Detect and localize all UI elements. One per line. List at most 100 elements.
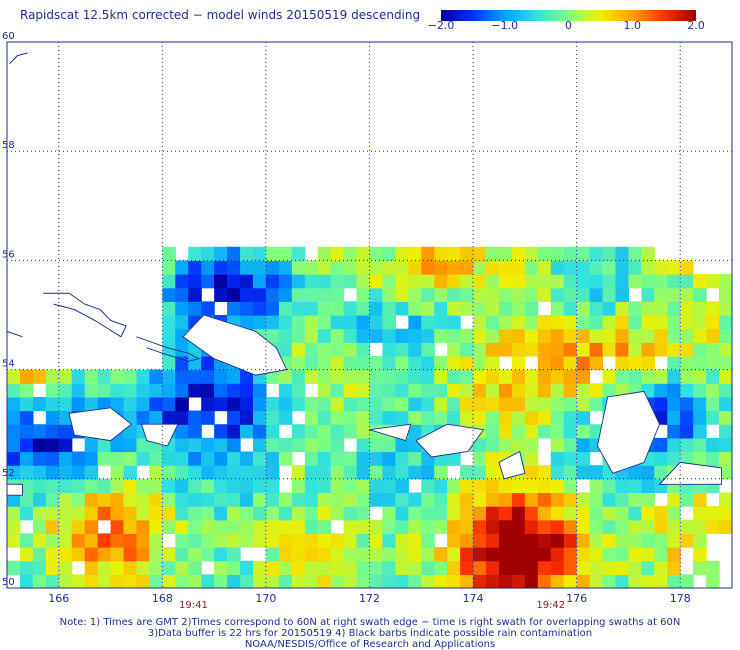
wind-cell xyxy=(278,301,293,316)
wind-cell xyxy=(680,274,694,289)
wind-cell xyxy=(563,369,578,384)
wind-cell xyxy=(201,355,215,371)
wind-cell xyxy=(589,274,604,289)
wind-cell xyxy=(680,287,694,302)
wind-cell xyxy=(550,328,565,343)
wind-cell xyxy=(343,246,358,261)
wind-cell xyxy=(97,547,112,562)
wind-cell xyxy=(395,437,409,453)
wind-cell xyxy=(214,574,228,589)
wind-cell xyxy=(343,547,358,562)
wind-cell xyxy=(447,506,461,521)
wind-cell xyxy=(382,274,396,289)
wind-cell xyxy=(615,492,630,507)
wind-cell xyxy=(680,342,694,357)
wind-cell xyxy=(421,315,435,330)
wind-cell xyxy=(356,315,371,330)
wind-cell xyxy=(486,437,500,453)
wind-cell xyxy=(641,355,655,371)
wind-cell xyxy=(524,574,539,589)
wind-cell xyxy=(498,246,513,261)
wind-cell xyxy=(602,301,617,316)
wind-cell xyxy=(291,260,306,275)
wind-cell xyxy=(317,287,332,302)
wind-cell xyxy=(97,574,112,589)
wind-cell xyxy=(537,246,552,261)
wind-cell xyxy=(136,410,151,425)
wind-cell xyxy=(395,410,409,425)
wind-cell xyxy=(667,342,681,357)
wind-cell xyxy=(511,478,526,494)
wind-cell xyxy=(589,315,604,330)
wind-cell xyxy=(498,533,513,548)
wind-cell xyxy=(278,274,293,289)
wind-cell xyxy=(110,465,125,480)
wind-cell xyxy=(667,519,681,534)
wind-cell xyxy=(214,478,228,494)
wind-cell xyxy=(524,342,539,357)
wind-cell xyxy=(369,478,384,494)
latitude-label: 52 xyxy=(2,468,15,479)
wind-cell xyxy=(615,301,630,316)
wind-cell xyxy=(498,547,513,562)
wind-cell xyxy=(447,519,461,534)
wind-cell xyxy=(473,560,487,575)
wind-cell xyxy=(265,301,280,316)
wind-cell xyxy=(460,301,474,316)
wind-cell xyxy=(563,328,578,343)
wind-cell xyxy=(550,547,565,562)
wind-cell xyxy=(421,396,435,412)
wind-cell xyxy=(576,451,591,466)
wind-cell xyxy=(84,451,99,466)
wind-cell xyxy=(550,274,565,289)
wind-cell xyxy=(641,369,655,384)
wind-cell xyxy=(330,506,345,521)
wind-cell xyxy=(330,315,345,330)
wind-cell xyxy=(175,328,189,343)
wind-cell xyxy=(330,437,345,453)
wind-cell xyxy=(486,328,500,343)
wind-cell xyxy=(252,301,267,316)
wind-cell xyxy=(706,437,720,453)
wind-cell xyxy=(576,424,591,439)
wind-cell xyxy=(214,533,228,548)
wind-cell xyxy=(291,547,306,562)
wind-cell xyxy=(343,260,358,275)
wind-cell xyxy=(240,478,254,494)
wind-cell xyxy=(201,246,215,261)
wind-cell xyxy=(175,492,189,507)
wind-cell xyxy=(602,533,617,548)
wind-cell xyxy=(511,246,526,261)
wind-cell xyxy=(719,369,733,384)
wind-cell xyxy=(667,560,681,575)
wind-cell xyxy=(498,260,513,275)
wind-cell xyxy=(511,355,526,371)
wind-cell xyxy=(240,410,254,425)
wind-cell xyxy=(498,396,513,412)
wind-cell xyxy=(136,560,151,575)
wind-cell xyxy=(252,287,267,302)
wind-cell xyxy=(563,465,578,480)
wind-cell xyxy=(330,574,345,589)
wind-cell xyxy=(265,574,280,589)
wind-cell xyxy=(537,342,552,357)
wind-cell xyxy=(654,260,668,275)
wind-cell xyxy=(369,355,384,371)
wind-cell xyxy=(304,274,319,289)
wind-cell xyxy=(576,437,591,453)
wind-cell xyxy=(486,547,500,562)
wind-cell xyxy=(693,315,707,330)
wind-cell xyxy=(149,506,163,521)
wind-cell xyxy=(32,533,47,548)
colorbar-tick-label: −2.0 xyxy=(427,19,455,32)
wind-cell xyxy=(369,396,384,412)
wind-cell xyxy=(473,506,487,521)
wind-cell xyxy=(304,315,319,330)
wind-cell xyxy=(162,246,176,261)
wind-cell xyxy=(576,519,591,534)
wind-cell xyxy=(136,519,151,534)
wind-cell xyxy=(71,383,86,398)
wind-cell xyxy=(97,451,112,466)
wind-cell xyxy=(641,560,655,575)
wind-cell xyxy=(576,328,591,343)
